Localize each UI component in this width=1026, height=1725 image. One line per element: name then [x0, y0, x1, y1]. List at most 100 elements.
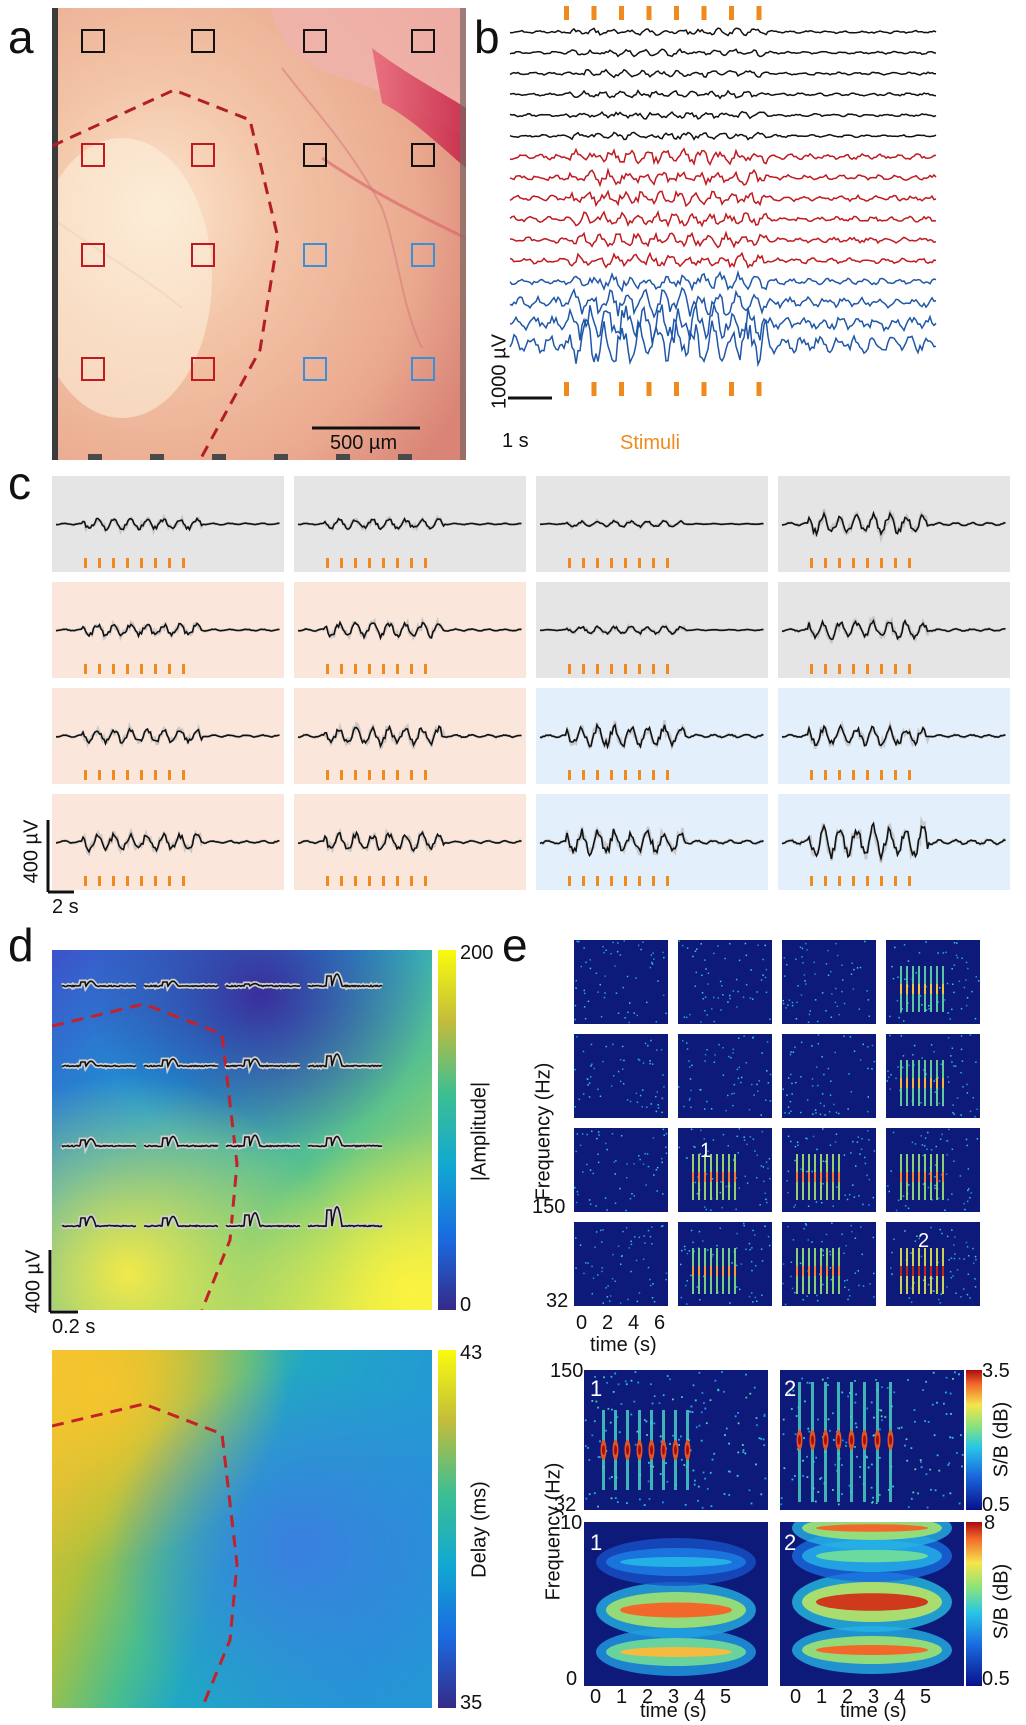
panel-e-low-cb-label: S/B (dB)	[990, 1563, 1013, 1640]
avg-trace	[61, 1137, 136, 1149]
noise-dot	[866, 1456, 868, 1459]
stimulus-tick	[368, 558, 371, 568]
noise-dot	[817, 1043, 820, 1045]
noise-dot	[769, 1177, 771, 1180]
noise-dot	[841, 1391, 844, 1394]
noise-dot	[756, 991, 758, 993]
band-core	[816, 1524, 928, 1532]
stim-peak	[900, 1078, 902, 1088]
low-time-tick: 3	[868, 1686, 880, 1708]
low-time-tick: 0	[790, 1686, 802, 1708]
noise-dot	[630, 1379, 633, 1382]
noise-dot	[965, 1004, 968, 1007]
noise-dot	[647, 1044, 649, 1047]
noise-dot	[751, 1292, 753, 1294]
panel-e-low-freq-bottom: 0	[566, 1668, 578, 1690]
trace-mean	[781, 723, 1006, 747]
noise-dot	[946, 1286, 948, 1288]
noise-dot	[907, 1506, 910, 1508]
noise-dot	[719, 1227, 721, 1229]
noise-dot	[598, 1134, 600, 1136]
noise-dot	[834, 1463, 837, 1466]
noise-dot	[701, 1392, 704, 1394]
noise-dot	[841, 964, 843, 966]
noise-dot	[854, 1237, 857, 1239]
stim-peak-core	[863, 1435, 866, 1445]
stim-peak	[826, 1172, 828, 1182]
noise-dot	[749, 1248, 751, 1251]
noise-dot	[662, 951, 664, 954]
noise-dot	[907, 985, 909, 988]
noise-dot	[902, 1055, 905, 1057]
electrode-square	[191, 243, 215, 267]
stimulus-tick	[810, 876, 813, 886]
noise-dot	[589, 959, 591, 961]
stim-peak	[710, 1266, 712, 1276]
noise-dot	[873, 1272, 875, 1275]
noise-dot	[603, 951, 605, 954]
noise-dot	[597, 1456, 600, 1458]
noise-dot	[796, 1141, 799, 1143]
stimulus-tick	[396, 664, 399, 674]
noise-dot	[961, 957, 963, 959]
noise-dot	[659, 1473, 662, 1475]
noise-dot	[829, 1429, 831, 1432]
stimulus-tick	[182, 664, 185, 674]
avg-trace	[225, 982, 301, 988]
band-core	[620, 1647, 732, 1657]
trace	[509, 189, 937, 208]
noise-dot	[578, 940, 580, 943]
noise-dot	[742, 1451, 745, 1453]
noise-dot	[766, 1041, 769, 1043]
noise-dot	[655, 1021, 658, 1023]
stimulus-tick	[866, 876, 869, 886]
noise-dot	[742, 996, 745, 998]
noise-dot	[966, 1246, 969, 1248]
noise-dot	[574, 1018, 576, 1021]
noise-dot	[938, 1298, 940, 1301]
stimulus-tick	[396, 558, 399, 568]
noise-dot	[800, 1111, 802, 1114]
noise-dot	[595, 1231, 598, 1233]
noise-dot	[762, 974, 764, 976]
noise-dot	[894, 946, 896, 949]
noise-dot	[821, 992, 824, 994]
noise-dot	[635, 1259, 638, 1262]
noise-dot	[689, 1410, 691, 1413]
noise-dot	[725, 1427, 728, 1430]
noise-dot	[739, 1288, 741, 1291]
noise-dot	[799, 946, 802, 948]
noise-dot	[765, 968, 768, 971]
noise-dot	[847, 1108, 849, 1110]
stim-peak	[912, 1078, 914, 1088]
noise-dot	[898, 1427, 901, 1430]
noise-dot	[745, 1396, 748, 1399]
noise-dot	[925, 1380, 927, 1383]
noise-dot	[890, 1267, 892, 1269]
noise-dot	[699, 1088, 701, 1091]
noise-dot	[845, 1441, 848, 1444]
noise-dot	[807, 1427, 810, 1430]
stimulus-tick	[638, 664, 641, 674]
noise-dot	[721, 985, 723, 987]
noise-dot	[766, 1201, 768, 1204]
noise-dot	[576, 1191, 579, 1193]
electrode-square	[303, 357, 327, 381]
noise-dot	[593, 1067, 595, 1070]
panel-d-delay-map	[51, 1350, 432, 1709]
noise-dot	[678, 1444, 680, 1446]
avg-trace	[307, 973, 383, 988]
noise-dot	[647, 1480, 650, 1483]
noise-dot	[727, 1001, 729, 1003]
panel-c-scale-x: 2 s	[52, 896, 79, 918]
noise-dot	[784, 1303, 787, 1306]
noise-dot	[705, 1208, 707, 1211]
noise-dot	[886, 1387, 889, 1389]
trace-mean	[540, 624, 764, 636]
noise-dot	[663, 1086, 665, 1088]
noise-dot	[749, 1136, 752, 1138]
noise-dot	[583, 1272, 585, 1275]
avg-trace	[225, 1134, 301, 1148]
noise-dot	[589, 1203, 592, 1205]
noise-dot	[743, 1139, 746, 1141]
